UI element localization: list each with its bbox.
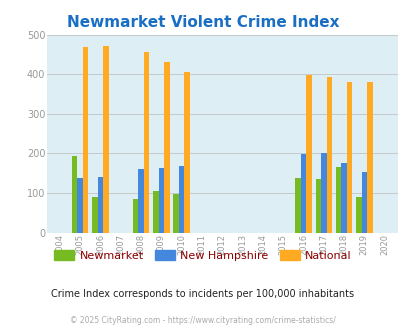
- Text: Newmarket Violent Crime Index: Newmarket Violent Crime Index: [66, 15, 339, 30]
- Text: Crime Index corresponds to incidents per 100,000 inhabitants: Crime Index corresponds to incidents per…: [51, 289, 354, 299]
- Bar: [346, 82, 352, 233]
- Bar: [341, 163, 346, 233]
- Bar: [103, 46, 109, 233]
- Bar: [138, 169, 143, 233]
- Bar: [355, 197, 361, 233]
- Bar: [153, 191, 158, 233]
- Bar: [300, 154, 305, 233]
- Bar: [315, 179, 320, 233]
- Bar: [294, 178, 300, 233]
- Bar: [305, 75, 311, 233]
- Bar: [83, 47, 88, 233]
- Bar: [77, 179, 83, 233]
- Bar: [143, 52, 149, 233]
- Bar: [158, 168, 164, 233]
- Bar: [326, 77, 331, 233]
- Bar: [335, 167, 341, 233]
- Bar: [132, 199, 138, 233]
- Text: © 2025 CityRating.com - https://www.cityrating.com/crime-statistics/: © 2025 CityRating.com - https://www.city…: [70, 316, 335, 325]
- Bar: [184, 72, 190, 233]
- Bar: [361, 173, 366, 233]
- Bar: [164, 62, 169, 233]
- Bar: [92, 197, 98, 233]
- Bar: [366, 82, 372, 233]
- Legend: Newmarket, New Hampshire, National: Newmarket, New Hampshire, National: [49, 246, 356, 266]
- Bar: [98, 177, 103, 233]
- Bar: [72, 156, 77, 233]
- Bar: [173, 194, 179, 233]
- Bar: [320, 153, 326, 233]
- Bar: [179, 166, 184, 233]
